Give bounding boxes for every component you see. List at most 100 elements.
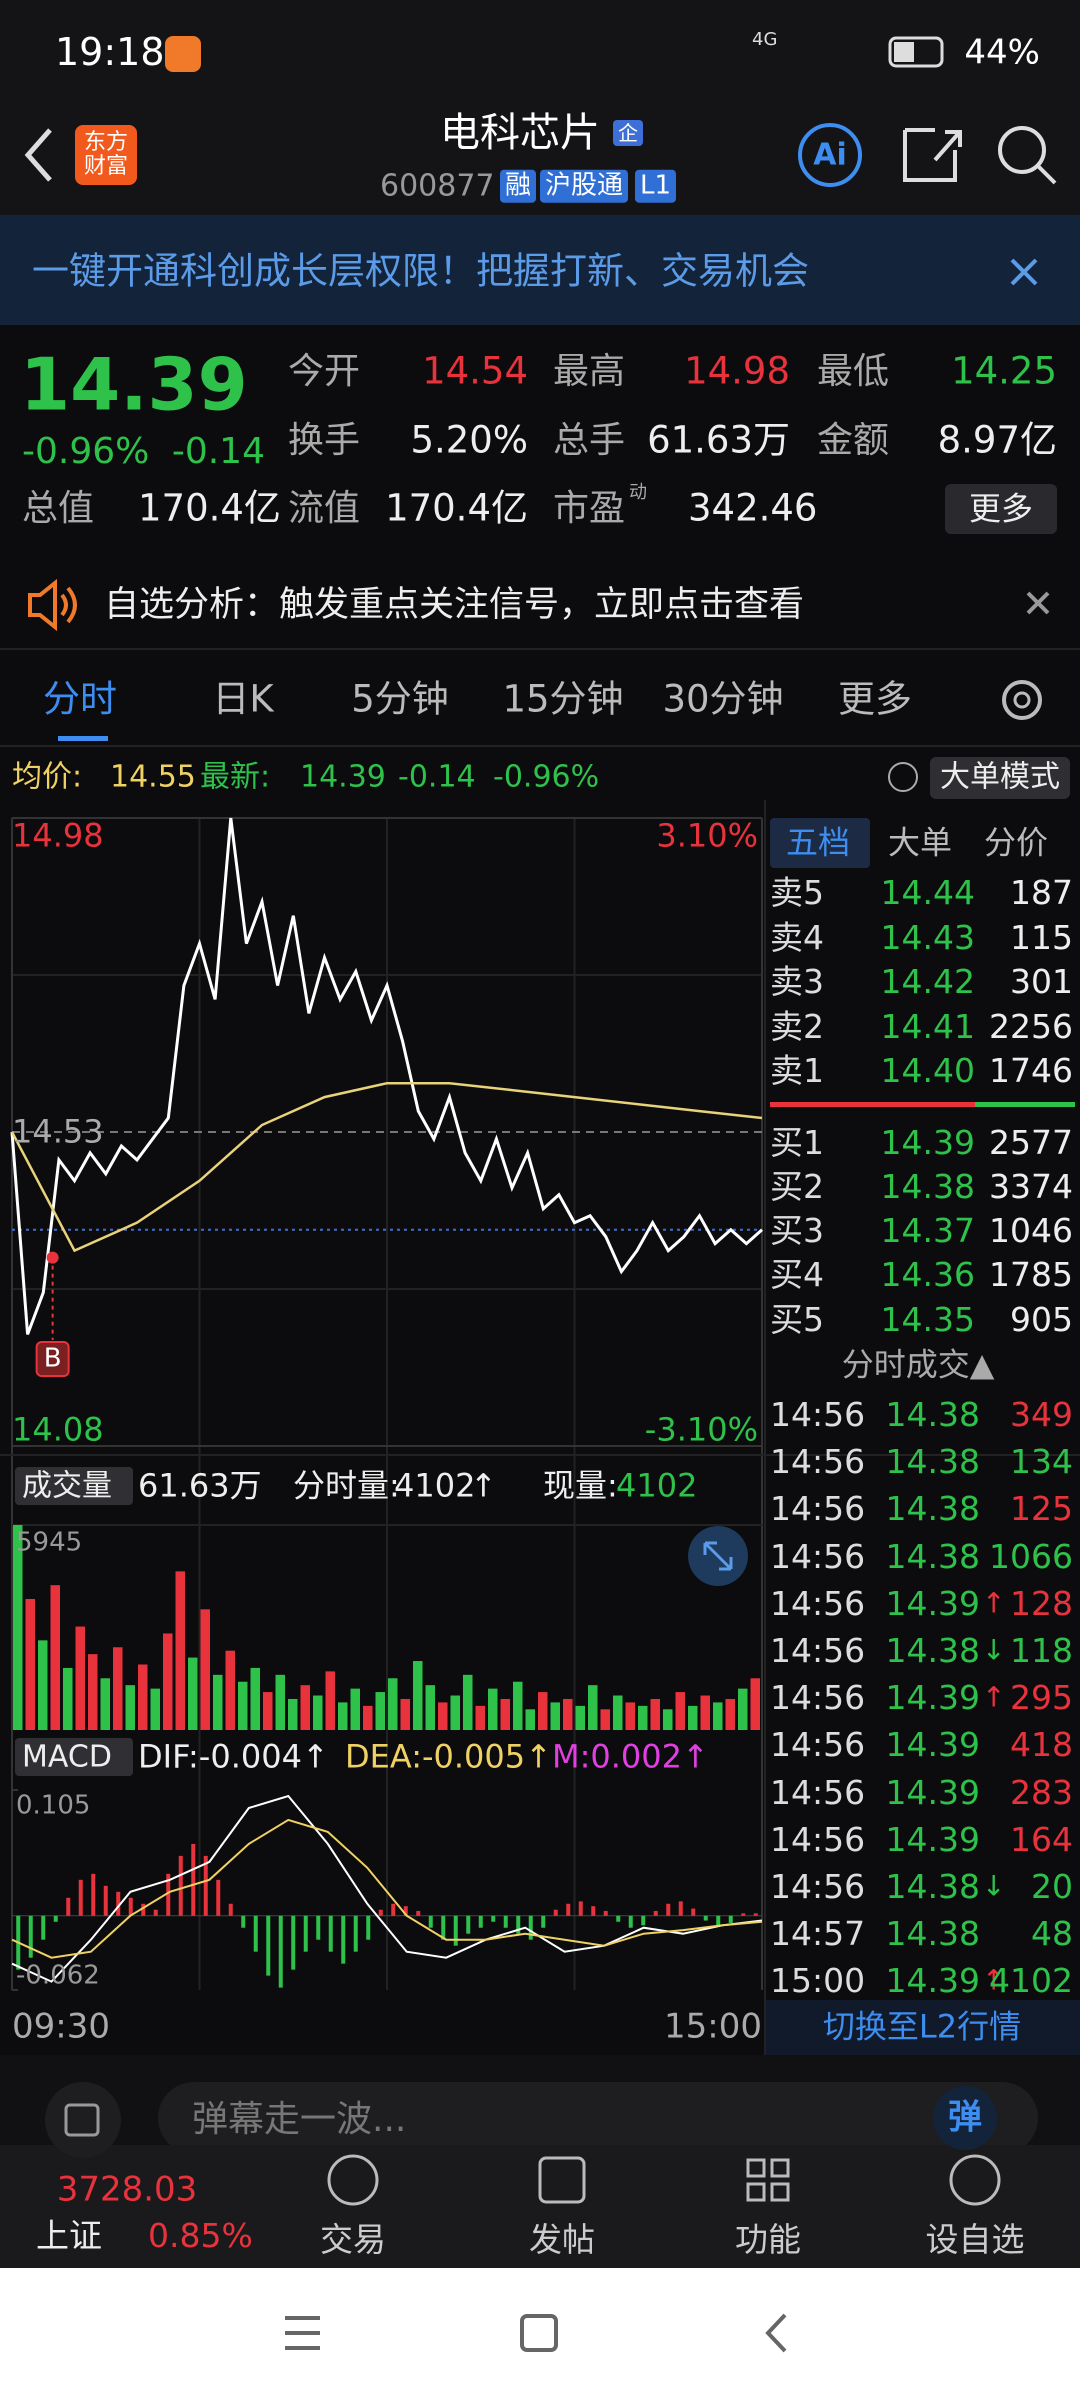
comment-icon[interactable]: [45, 2082, 121, 2158]
tab[interactable]: 5分钟: [351, 677, 449, 721]
nav-item[interactable]: 发帖: [529, 2219, 595, 2259]
book-tab[interactable]: 五档: [785, 823, 851, 862]
macd-bar: [678, 1901, 683, 1916]
settings-icon[interactable]: [1002, 680, 1042, 720]
macd-bar: [616, 1915, 621, 1922]
divider: [0, 745, 1080, 747]
index-value: 3728.03: [56, 2169, 198, 2210]
macd-bar: [353, 1915, 358, 1952]
more-button[interactable]: [945, 484, 1057, 534]
macd-bar: [703, 1915, 708, 1921]
macd-label[interactable]: MACD: [22, 1739, 112, 1775]
tab[interactable]: 分时: [43, 677, 117, 721]
field-label: 换手: [288, 420, 361, 462]
volume-bar: [275, 1674, 285, 1730]
volume-bar: [750, 1678, 760, 1730]
tab[interactable]: 更多: [838, 677, 912, 721]
dif-label: DIF:-0.004↑: [138, 1737, 329, 1776]
l2-switch[interactable]: 切换至L2行情: [822, 2007, 1022, 2046]
mode-button[interactable]: [930, 757, 1070, 799]
y-tick-label: 14.53: [12, 1112, 104, 1151]
book-label: 卖1: [770, 1050, 824, 1090]
volume-bar: [638, 1705, 648, 1730]
volume-label[interactable]: 成交量: [22, 1468, 112, 1504]
book-label: 买1: [770, 1122, 824, 1162]
post-icon[interactable]: [538, 2156, 586, 2204]
volume-bar: [613, 1695, 623, 1730]
nav-item[interactable]: 交易: [320, 2219, 386, 2259]
home-key[interactable]: [520, 2314, 558, 2352]
watchlist-icon[interactable]: [949, 2154, 1001, 2206]
macd-bar: [216, 1879, 221, 1916]
notice-text[interactable]: 自选分析：触发重点关注信号，立即点击查看: [104, 584, 805, 625]
close-icon[interactable]: [1010, 258, 1038, 286]
function-icon[interactable]: [746, 2158, 766, 2178]
volume-bar: [313, 1695, 323, 1730]
banner[interactable]: [0, 215, 1080, 325]
macd-bar: [691, 1908, 696, 1916]
book-volume: 301: [1010, 961, 1073, 1001]
function-icon: [770, 2182, 790, 2202]
ai-icon[interactable]: [798, 123, 862, 187]
trades-title[interactable]: 分时成交▲: [841, 1345, 995, 1384]
tab[interactable]: 日K: [212, 677, 274, 721]
menu-key[interactable]: [285, 2316, 320, 2350]
comment-placeholder[interactable]: 弹幕走一波...: [192, 2099, 407, 2141]
macd-bar: [566, 1903, 571, 1916]
l2-bar[interactable]: [765, 2000, 1080, 2055]
tab[interactable]: 30分钟: [662, 677, 784, 721]
macd-bar: [228, 1903, 233, 1916]
change: -0.14: [171, 431, 265, 473]
mode-text[interactable]: 大单模式: [940, 759, 1060, 795]
zoom-icon: [703, 1541, 733, 1571]
banner-text[interactable]: 一键开通科创成长层权限！把握打新、交易机会: [32, 249, 809, 293]
macd-bar: [378, 1909, 383, 1916]
stock-code: 600877: [380, 168, 495, 204]
y2-tick-label: -3.10%: [644, 1410, 758, 1449]
nav-item[interactable]: 功能: [735, 2219, 801, 2259]
more-text[interactable]: 更多: [968, 489, 1034, 528]
field-label: 最高: [553, 351, 626, 393]
back-icon[interactable]: [24, 128, 52, 182]
book-price: 14.36: [880, 1254, 975, 1294]
field-label: 最低: [817, 351, 890, 393]
comment-input[interactable]: [158, 2082, 1038, 2154]
trade-volume: 128: [1010, 1583, 1073, 1623]
tab[interactable]: 15分钟: [502, 677, 624, 721]
close-icon[interactable]: [1026, 591, 1050, 615]
volume-selector[interactable]: [15, 1467, 133, 1505]
trade-icon[interactable]: [327, 2154, 379, 2206]
macd-bar: [516, 1915, 521, 1934]
volume-bar: [625, 1702, 635, 1730]
volume-bar: [725, 1698, 735, 1730]
danmu-text[interactable]: 弹: [948, 2097, 982, 2138]
ai-button[interactable]: Ai: [813, 137, 847, 173]
volume-bar: [463, 1674, 473, 1730]
back-key[interactable]: [765, 2313, 787, 2353]
macd-selector[interactable]: [15, 1738, 133, 1776]
price-line: [10, 1081, 763, 1253]
book-tab[interactable]: 大单: [887, 823, 953, 862]
volume-bar: [588, 1685, 598, 1730]
macd-bar: [153, 1909, 158, 1916]
macd-bar: [441, 1915, 446, 1940]
price-line: [10, 817, 763, 1335]
divider: [0, 648, 1080, 650]
nav-item[interactable]: 设自选: [925, 2219, 1025, 2259]
trade-price: 14.39: [885, 1583, 980, 1623]
volume-bar: [413, 1661, 423, 1730]
book-price: 14.39: [880, 1122, 975, 1162]
macd-bar: [41, 1915, 46, 1940]
macd-bar: [253, 1915, 258, 1952]
danmu-button[interactable]: [933, 2086, 997, 2150]
book-tab[interactable]: 分价: [983, 823, 1049, 862]
macd-bar: [653, 1910, 658, 1916]
search-icon[interactable]: [998, 126, 1046, 174]
share-icon[interactable]: [903, 128, 962, 182]
help-icon[interactable]: [888, 762, 918, 792]
trade-arrow: ↓: [982, 1869, 1006, 1903]
volume-bar: [38, 1640, 48, 1730]
